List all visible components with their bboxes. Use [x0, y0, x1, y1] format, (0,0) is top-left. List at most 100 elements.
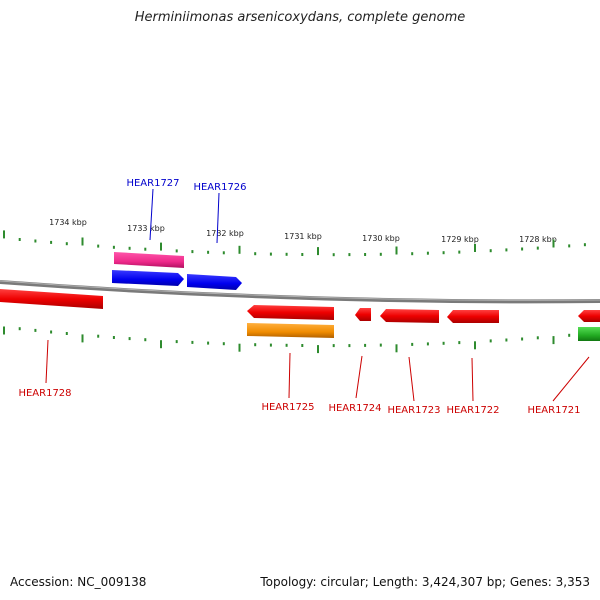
connector-hear1726 — [216, 192, 220, 244]
minor-tick — [207, 250, 210, 254]
reverse-gene-hear1725[interactable] — [247, 305, 334, 320]
minor-tick — [254, 343, 257, 347]
kbp-label: 1732 kbp — [206, 229, 244, 238]
minor-tick — [97, 244, 100, 248]
minor-tick — [128, 337, 131, 341]
genome-title: Herminiimonas arsenicoxydans, complete g… — [134, 10, 466, 25]
connector-hear1725 — [288, 352, 291, 399]
minor-tick — [50, 330, 53, 334]
minor-tick — [505, 338, 508, 342]
kbp-label: 1731 kbp — [284, 232, 322, 241]
minor-tick — [50, 240, 53, 244]
minor-tick — [489, 249, 492, 253]
minor-tick — [568, 333, 571, 337]
connector-hear1721 — [552, 356, 590, 402]
reverse-gene-hear1728[interactable] — [0, 289, 103, 309]
minor-tick — [65, 242, 68, 246]
minor-tick — [191, 340, 194, 344]
minor-tick — [175, 340, 178, 344]
kbp-label: 1728 kbp — [519, 235, 557, 244]
minor-tick — [379, 252, 382, 256]
minor-tick — [144, 338, 147, 342]
minor-tick — [269, 252, 272, 256]
bottom-tick-row — [3, 326, 586, 354]
minor-tick — [191, 250, 194, 254]
reverse-gene-hear1722[interactable] — [447, 310, 499, 323]
gene-label-hear1727[interactable]: HEAR1727 — [126, 178, 179, 189]
minor-tick — [348, 253, 351, 257]
major-tick — [552, 239, 555, 248]
major-tick — [160, 340, 162, 349]
major-tick — [81, 334, 84, 343]
minor-tick — [34, 328, 37, 332]
minor-tick — [521, 247, 524, 251]
top-tick-row — [3, 230, 586, 257]
minor-tick — [426, 342, 429, 346]
minor-tick — [128, 246, 131, 250]
genome-summary-text: Topology: circular; Length: 3,424,307 bp… — [260, 575, 590, 589]
kbp-label: 1729 kbp — [441, 235, 479, 244]
minor-tick — [207, 341, 210, 345]
minor-tick — [583, 243, 586, 247]
minor-tick — [18, 238, 21, 241]
minor-tick — [269, 343, 272, 347]
connector-hear1724 — [355, 355, 363, 399]
minor-tick — [536, 336, 539, 340]
minor-tick — [489, 339, 492, 343]
major-tick — [474, 244, 476, 252]
minor-tick — [301, 344, 304, 347]
minor-tick — [332, 344, 335, 348]
reverse-gene-hear1723[interactable] — [380, 309, 439, 323]
minor-tick — [112, 245, 115, 249]
kbp-label: 1734 kbp — [49, 218, 87, 227]
gene-label-hear1725[interactable]: HEAR1725 — [261, 402, 314, 413]
forward-gene-hear1726[interactable] — [187, 274, 242, 290]
minor-tick — [458, 341, 461, 345]
gene-label-hear1728[interactable]: HEAR1728 — [18, 388, 71, 399]
minor-tick — [364, 253, 367, 256]
major-tick — [81, 237, 84, 246]
gene-label-hear1722[interactable]: HEAR1722 — [446, 405, 499, 416]
minor-tick — [65, 332, 68, 335]
major-tick — [238, 343, 241, 352]
gene-label-hear1724[interactable]: HEAR1724 — [328, 403, 381, 414]
minor-tick — [175, 249, 178, 253]
gene-label-hear1723[interactable]: HEAR1723 — [387, 405, 440, 416]
major-tick — [160, 242, 162, 251]
major-tick — [3, 326, 5, 335]
minor-tick — [379, 343, 382, 347]
minor-tick — [442, 251, 445, 255]
connector-hear1727 — [149, 188, 154, 241]
orange-feature[interactable] — [247, 323, 334, 338]
connector-hear1728 — [45, 339, 49, 384]
pink-feature[interactable] — [114, 252, 184, 268]
major-tick — [395, 246, 398, 255]
reverse-gene-hear1724[interactable] — [355, 308, 371, 321]
green-feature[interactable] — [578, 327, 600, 341]
minor-tick — [18, 327, 21, 331]
kbp-label: 1730 kbp — [362, 234, 400, 243]
minor-tick — [364, 343, 367, 347]
minor-tick — [301, 253, 304, 256]
gene-label-hear1721[interactable]: HEAR1721 — [527, 405, 580, 416]
minor-tick — [332, 253, 335, 257]
major-tick — [395, 344, 398, 353]
minor-tick — [144, 247, 147, 251]
minor-tick — [112, 336, 115, 339]
minor-tick — [426, 251, 429, 255]
reverse-gene-hear1721[interactable] — [578, 310, 600, 322]
major-tick — [474, 341, 476, 350]
major-tick — [552, 336, 555, 345]
minor-tick — [97, 334, 100, 338]
forward-gene-hear1727[interactable] — [112, 270, 184, 286]
genome-backbone — [0, 280, 600, 304]
minor-tick — [505, 248, 508, 252]
major-tick — [3, 230, 5, 239]
connector-hear1722 — [471, 357, 474, 402]
gene-label-hear1726[interactable]: HEAR1726 — [193, 182, 246, 193]
minor-tick — [34, 239, 37, 243]
accession-text: Accession: NC_009138 — [10, 575, 147, 589]
kbp-label: 1733 kbp — [127, 224, 165, 233]
